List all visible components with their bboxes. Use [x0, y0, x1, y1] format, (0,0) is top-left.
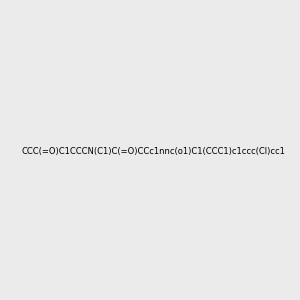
- Text: CCC(=O)C1CCCN(C1)C(=O)CCc1nnc(o1)C1(CCC1)c1ccc(Cl)cc1: CCC(=O)C1CCCN(C1)C(=O)CCc1nnc(o1)C1(CCC1…: [22, 147, 286, 156]
